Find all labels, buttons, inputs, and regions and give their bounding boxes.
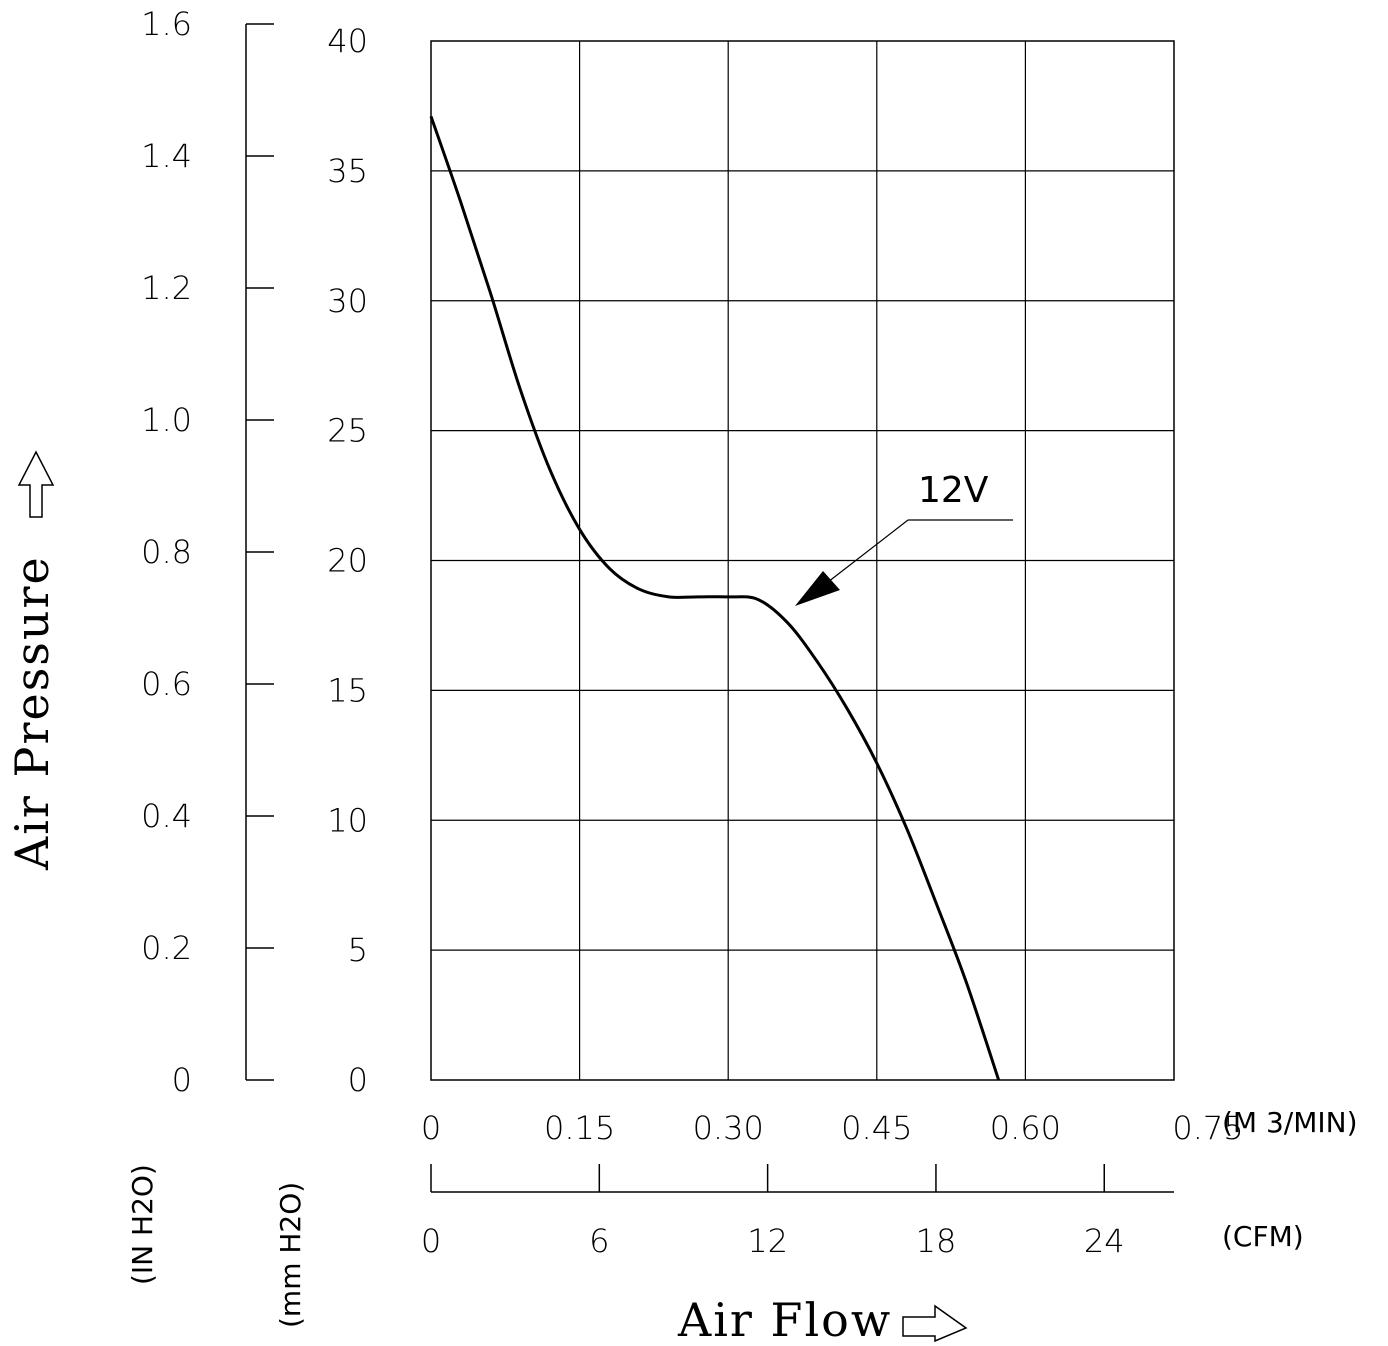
x-tick-label-cfm: 0 [421, 1222, 441, 1260]
y-tick-label-in: 1.6 [141, 5, 192, 43]
grid [431, 41, 1174, 1080]
y-axis-arrow-icon [17, 450, 55, 518]
y-tick-label-in: 0.2 [141, 929, 192, 967]
x-tick-label-m3: 0.30 [693, 1109, 764, 1147]
y-axis-title: Air Pressure [5, 555, 59, 871]
y-tick-label-mm: 0 [348, 1061, 368, 1099]
y-tick-label-in: 0.8 [141, 533, 192, 571]
y-tick-label-mm: 10 [327, 801, 368, 839]
y-tick-label-in: 0.6 [141, 665, 192, 703]
y-tick-label-mm: 35 [327, 152, 368, 190]
series-label-12v: 12V [918, 470, 989, 511]
y-tick-label-mm: 5 [348, 931, 368, 969]
series-label-arrowhead [795, 571, 840, 606]
y-tick-label-in: 0.4 [141, 797, 192, 835]
x-tick-label-m3: 0 [421, 1109, 441, 1147]
x-axis-arrow-icon [902, 1304, 968, 1343]
x-tick-label-m3: 0.45 [841, 1109, 912, 1147]
y-tick-label-mm: 15 [327, 671, 368, 709]
in-h2o-ticks: 0 0.2 0.4 0.6 0.8 1.0 1.2 1.4 1.6 [141, 5, 274, 1099]
y-tick-label-mm: 30 [327, 282, 368, 320]
y-tick-label-in: 0 [172, 1061, 192, 1099]
y-tick-label-mm: 40 [327, 22, 368, 60]
y-tick-label-in: 1.4 [141, 137, 192, 175]
y-tick-label-mm: 25 [327, 412, 368, 450]
x-axis-title: Air Flow [677, 1293, 892, 1346]
x-unit-m3: (M 3/MIN) [1222, 1106, 1358, 1139]
y-tick-label-in: 1.0 [141, 401, 192, 439]
x-tick-label-cfm: 18 [916, 1222, 957, 1260]
x-tick-label-cfm: 24 [1084, 1222, 1125, 1260]
y-unit-in: (IN H2O) [126, 1164, 159, 1285]
x-tick-label-cfm: 12 [747, 1222, 788, 1260]
cfm-ticks: 0 6 12 18 24 [421, 1164, 1125, 1260]
x-unit-cfm: (CFM) [1222, 1220, 1304, 1253]
mm-h2o-ticks: 0 5 10 15 20 25 30 35 40 [327, 22, 368, 1099]
series-12v-line [429, 115, 1001, 1081]
series-label-leader-diagonal [827, 519, 909, 583]
x-tick-label-m3: 0.15 [544, 1109, 615, 1147]
x-tick-label-m3: 0.75 [1172, 1109, 1243, 1147]
m3-ticks: 0 0.15 0.30 0.45 0.60 0.75 [421, 1109, 1244, 1147]
y-tick-label-in: 1.2 [141, 269, 192, 307]
x-tick-label-m3: 0.60 [990, 1109, 1061, 1147]
x-tick-label-cfm: 6 [589, 1222, 609, 1260]
y-unit-mm: (mm H2O) [274, 1182, 307, 1328]
y-tick-label-mm: 20 [327, 542, 368, 580]
